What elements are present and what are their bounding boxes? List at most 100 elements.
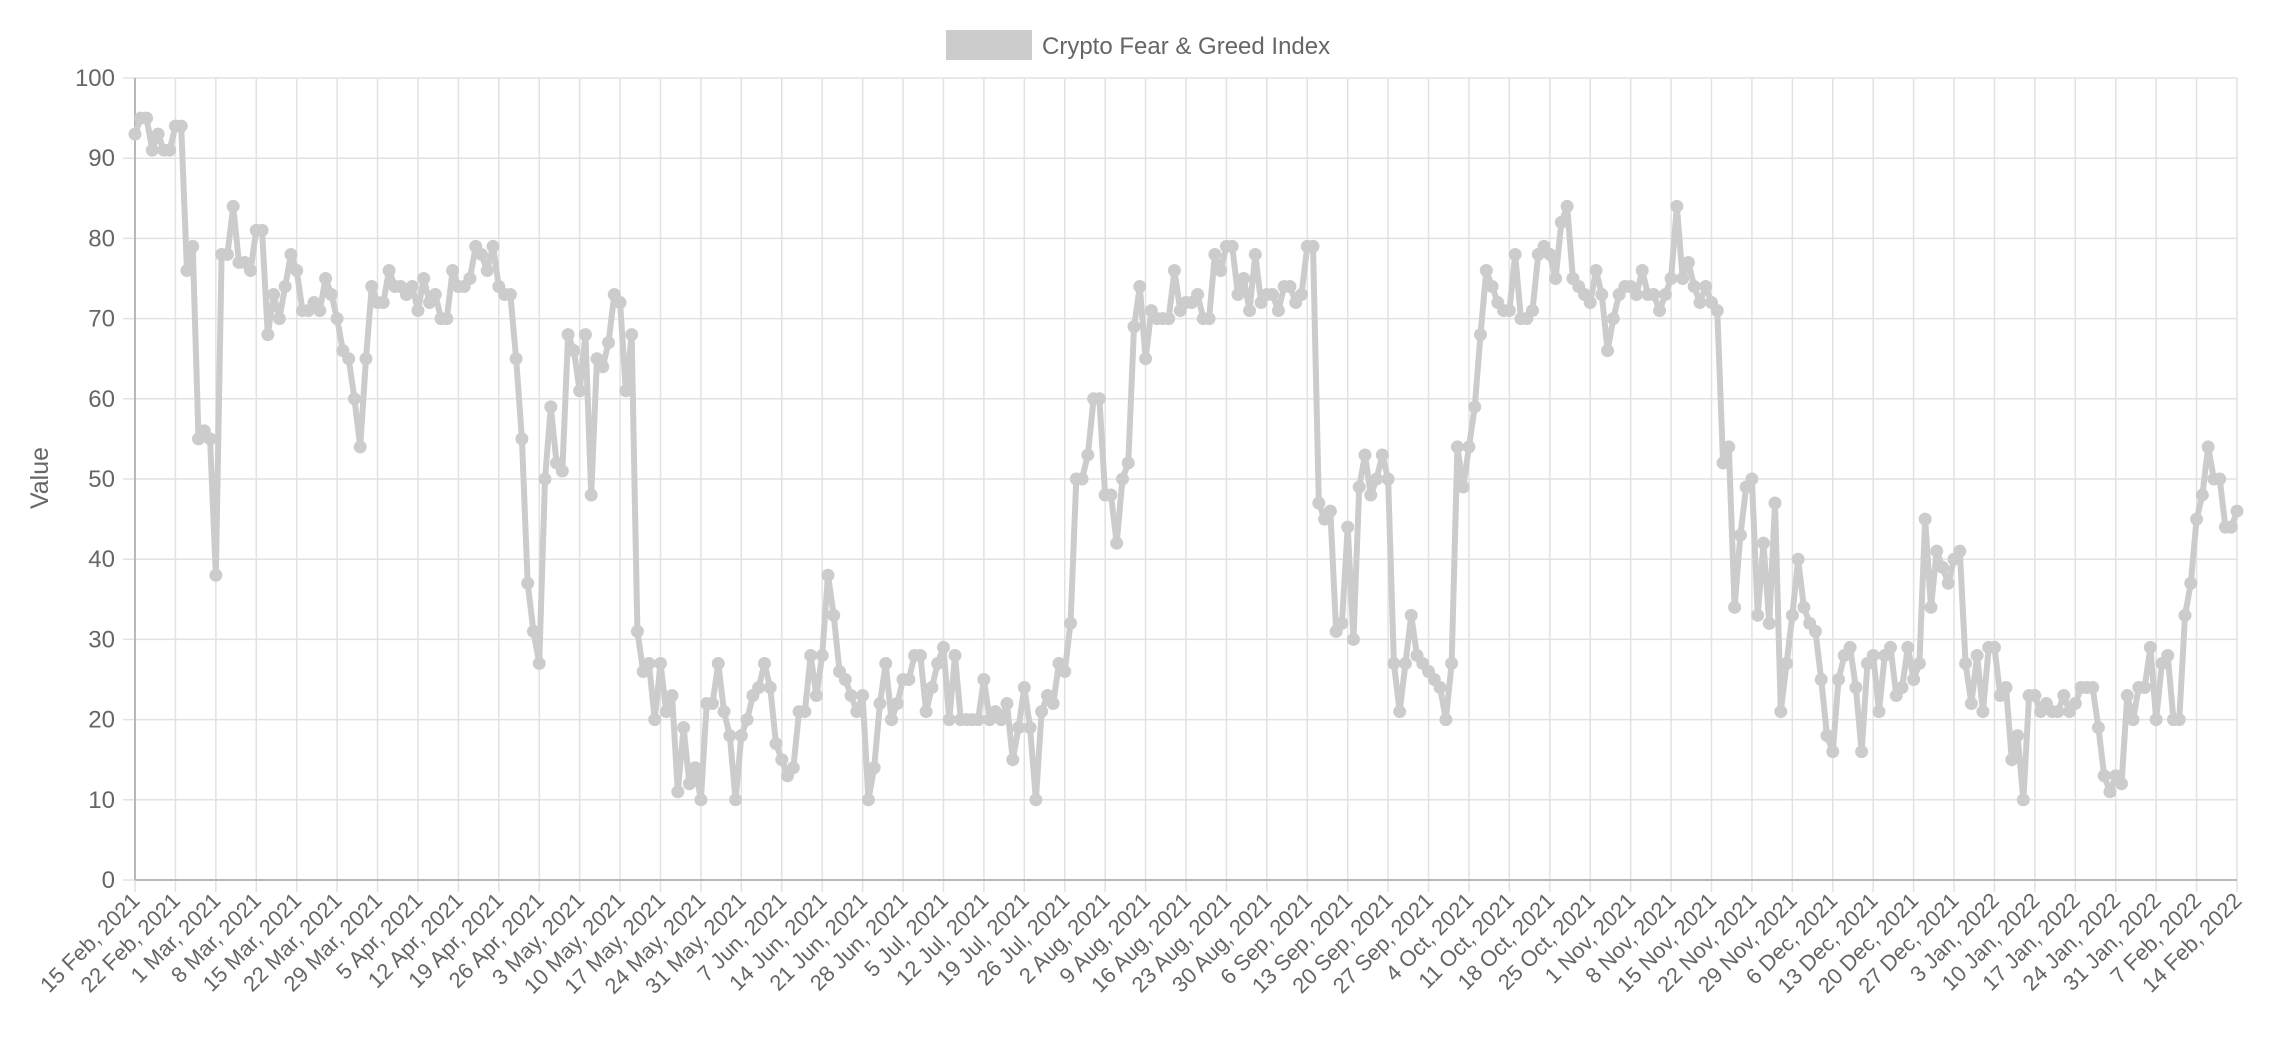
data-point[interactable] <box>2224 520 2238 534</box>
data-point[interactable] <box>1976 705 1990 719</box>
data-point[interactable] <box>2115 777 2129 791</box>
data-point[interactable] <box>1866 648 1880 662</box>
data-point[interactable] <box>544 400 558 414</box>
data-point[interactable] <box>711 656 725 670</box>
data-point[interactable] <box>1387 656 1401 670</box>
data-point[interactable] <box>428 288 442 302</box>
data-point[interactable] <box>330 312 344 326</box>
data-point[interactable] <box>1716 456 1730 470</box>
data-point[interactable] <box>1583 296 1597 310</box>
data-point[interactable] <box>1751 608 1765 622</box>
data-point[interactable] <box>1081 448 1095 462</box>
data-point[interactable] <box>1502 304 1516 318</box>
data-point[interactable] <box>2230 504 2244 518</box>
data-point[interactable] <box>1935 560 1949 574</box>
data-point[interactable] <box>763 681 777 695</box>
data-point[interactable] <box>1456 480 1470 494</box>
data-point[interactable] <box>1214 263 1228 277</box>
data-point[interactable] <box>1029 793 1043 807</box>
data-point[interactable] <box>642 656 656 670</box>
data-point[interactable] <box>1826 745 1840 759</box>
data-point[interactable] <box>1606 312 1620 326</box>
data-point[interactable] <box>994 713 1008 727</box>
data-point[interactable] <box>1104 488 1118 502</box>
data-point[interactable] <box>2011 729 2025 743</box>
data-point[interactable] <box>971 713 985 727</box>
data-point[interactable] <box>1808 624 1822 638</box>
data-point[interactable] <box>1479 263 1493 277</box>
data-point[interactable] <box>353 440 367 454</box>
data-point[interactable] <box>128 127 142 141</box>
data-point[interactable] <box>844 689 858 703</box>
data-point[interactable] <box>1849 681 1863 695</box>
data-point[interactable] <box>1243 304 1257 318</box>
data-point[interactable] <box>1346 632 1360 646</box>
data-point[interactable] <box>578 328 592 342</box>
data-point[interactable] <box>1312 496 1326 510</box>
data-point[interactable] <box>734 729 748 743</box>
data-point[interactable] <box>463 272 477 285</box>
data-point[interactable] <box>1450 440 1464 454</box>
data-point[interactable] <box>659 705 673 719</box>
data-point[interactable] <box>382 263 396 277</box>
data-point[interactable] <box>1375 448 1389 462</box>
data-point[interactable] <box>665 689 679 703</box>
data-point[interactable] <box>440 312 454 326</box>
data-point[interactable] <box>486 239 500 253</box>
data-point[interactable] <box>1658 288 1672 302</box>
data-point[interactable] <box>902 673 916 686</box>
data-point[interactable] <box>1768 496 1782 510</box>
data-point[interactable] <box>1843 640 1857 654</box>
data-point[interactable] <box>1762 616 1776 630</box>
data-point[interactable] <box>677 721 691 735</box>
data-point[interactable] <box>2190 512 2204 526</box>
data-point[interactable] <box>925 681 939 695</box>
data-point[interactable] <box>867 761 881 775</box>
data-point[interactable] <box>1560 199 1574 213</box>
data-point[interactable] <box>1676 272 1690 285</box>
data-point[interactable] <box>1895 681 1909 695</box>
data-point[interactable] <box>757 656 771 670</box>
data-point[interactable] <box>2126 713 2140 727</box>
data-point[interactable] <box>1653 304 1667 318</box>
data-point[interactable] <box>1814 673 1828 686</box>
data-point[interactable] <box>1987 640 2001 654</box>
data-point[interactable] <box>1167 263 1181 277</box>
data-point[interactable] <box>1872 705 1886 719</box>
data-point[interactable] <box>1225 239 1239 253</box>
data-point[interactable] <box>1681 255 1695 269</box>
data-point[interactable] <box>1797 600 1811 614</box>
data-point[interactable] <box>1901 640 1915 654</box>
data-point[interactable] <box>1953 544 1967 558</box>
data-point[interactable] <box>694 793 708 807</box>
data-point[interactable] <box>526 624 540 638</box>
data-point[interactable] <box>2172 713 2186 727</box>
data-point[interactable] <box>2213 472 2227 486</box>
data-point[interactable] <box>2149 713 2163 727</box>
data-point[interactable] <box>2138 681 2152 695</box>
data-point[interactable] <box>850 705 864 719</box>
data-point[interactable] <box>942 713 956 727</box>
data-point[interactable] <box>1780 656 1794 670</box>
data-point[interactable] <box>243 263 257 277</box>
data-point[interactable] <box>705 697 719 711</box>
data-point[interactable] <box>411 304 425 318</box>
data-point[interactable] <box>1323 504 1337 518</box>
data-point[interactable] <box>723 729 737 743</box>
data-point[interactable] <box>1710 304 1724 318</box>
data-point[interactable] <box>163 143 177 157</box>
data-point[interactable] <box>140 111 154 125</box>
data-point[interactable] <box>1023 721 1037 735</box>
data-point[interactable] <box>890 697 904 711</box>
data-point[interactable] <box>1133 280 1147 294</box>
data-point[interactable] <box>1884 640 1898 654</box>
data-point[interactable] <box>861 793 875 807</box>
data-point[interactable] <box>1445 656 1459 670</box>
data-point[interactable] <box>1127 320 1141 334</box>
data-point[interactable] <box>532 656 546 670</box>
data-point[interactable] <box>2016 793 2030 807</box>
data-point[interactable] <box>1092 392 1106 406</box>
data-point[interactable] <box>1549 272 1563 285</box>
data-point[interactable] <box>827 608 841 622</box>
data-point[interactable] <box>1687 280 1701 294</box>
